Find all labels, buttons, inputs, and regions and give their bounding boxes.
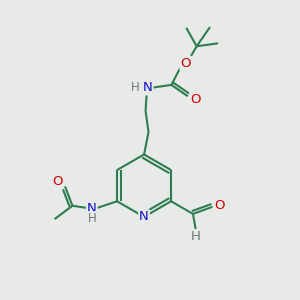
Text: O: O — [52, 176, 63, 188]
Text: H: H — [87, 212, 96, 225]
Text: H: H — [191, 230, 201, 243]
Text: H: H — [131, 81, 140, 94]
Text: N: N — [87, 202, 97, 214]
Text: N: N — [143, 81, 152, 94]
Text: O: O — [180, 57, 191, 70]
Text: O: O — [215, 199, 225, 212]
Text: O: O — [190, 93, 201, 106]
Text: N: N — [139, 210, 149, 224]
